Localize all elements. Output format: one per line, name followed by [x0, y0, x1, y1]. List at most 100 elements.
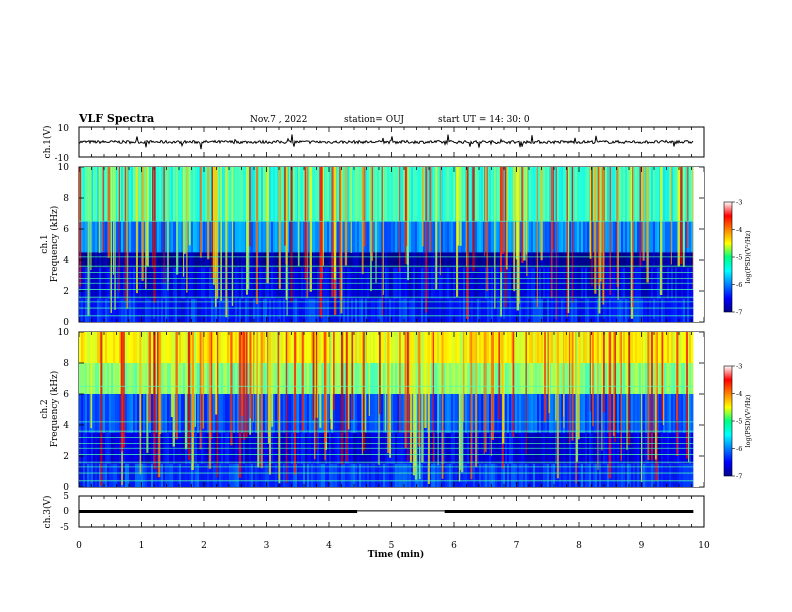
spectrogram-cell	[359, 394, 361, 433]
spectrogram-cell	[625, 463, 627, 487]
spectrogram-cell	[261, 463, 263, 487]
spectrogram-cell	[235, 332, 237, 363]
spectrogram-cell	[205, 463, 207, 487]
ch2-colorbar-label: log(PSD)(V²/Hz)	[744, 394, 752, 447]
spectrogram-cell	[581, 252, 583, 268]
spectrogram-cell	[465, 252, 467, 268]
spectrogram-cell	[275, 252, 277, 268]
spectrogram-cell	[559, 463, 561, 487]
spectrogram-cell	[545, 394, 547, 433]
spectrogram-cell	[531, 252, 533, 268]
spectrogram-cell	[507, 363, 509, 394]
spectrogram-cell	[201, 463, 203, 487]
spectrogram-cell	[177, 394, 179, 433]
spectrogram-event	[437, 332, 439, 465]
spectrogram-event	[680, 167, 683, 265]
spectrogram-cell	[657, 394, 659, 433]
spectrogram-cell	[369, 394, 371, 433]
spectrogram-cell	[575, 167, 577, 222]
spectrogram-cell	[493, 332, 495, 363]
spectrogram-event	[592, 332, 594, 427]
spectrogram-cell	[585, 463, 587, 487]
spectrogram-cell	[439, 363, 441, 394]
spectrogram-cell	[565, 463, 567, 487]
spectrogram-cell	[685, 298, 687, 322]
spectrogram-cell	[559, 394, 561, 433]
spectrogram-cell	[423, 332, 425, 363]
spectrogram-cell	[497, 394, 499, 433]
spectrogram-cell	[603, 463, 605, 487]
spectrogram-cell	[495, 221, 497, 253]
spectrogram-cell	[479, 252, 481, 268]
spectrogram-cell	[391, 463, 393, 487]
frequency-tick-label: 8	[63, 194, 69, 204]
spectrogram-event	[285, 332, 288, 483]
spectrogram-cell	[235, 298, 237, 322]
spectrogram-cell	[323, 463, 325, 487]
spectrogram-event	[202, 332, 205, 429]
spectrogram-cell	[241, 221, 243, 253]
spectrogram-cell	[223, 167, 225, 222]
spectrogram-cell	[425, 463, 427, 487]
spectrogram-cell	[539, 221, 541, 253]
spectrogram-cell	[529, 252, 531, 268]
spectrogram-cell	[185, 167, 187, 222]
spectrogram-cell	[463, 463, 465, 487]
spectrogram-cell	[349, 167, 351, 222]
spectrogram-cell	[417, 252, 419, 268]
spectrogram-cell	[353, 363, 355, 394]
spectrogram-cell	[511, 298, 513, 322]
spectrogram-cell	[125, 463, 127, 487]
spectrogram-cell	[523, 363, 525, 394]
spectrogram-cell	[457, 332, 459, 363]
spectrogram-cell	[209, 298, 211, 322]
spectrogram-event	[175, 332, 178, 440]
spectrogram-event	[271, 332, 273, 423]
spectrogram-cell	[91, 221, 93, 253]
spectrogram-cell	[339, 463, 341, 487]
spectrogram-cell	[667, 167, 669, 222]
spectrogram-cell	[531, 332, 533, 363]
spectrogram-cell	[681, 332, 683, 363]
spectrogram-cell	[153, 463, 155, 487]
spectrogram-cell	[441, 167, 443, 222]
spectrogram-cell	[443, 394, 445, 433]
spectrogram-cell	[559, 298, 561, 322]
spectrogram-cell	[473, 394, 475, 433]
spectrogram-cell	[477, 463, 479, 487]
spectrogram-cell	[407, 298, 409, 322]
spectrogram-cell	[185, 252, 187, 268]
spectrogram-cell	[275, 298, 277, 322]
spectrogram-cell	[381, 332, 383, 363]
spectrogram-cell	[305, 332, 307, 363]
spectrogram-event	[238, 332, 242, 478]
spectrogram-cell	[301, 298, 303, 322]
spectrogram-cell	[519, 252, 521, 268]
spectrogram-cell	[653, 298, 655, 322]
spectrogram-cell	[325, 252, 327, 268]
spectrogram-cell	[673, 298, 675, 322]
spectrogram-cell	[181, 167, 183, 222]
spectrogram-cell	[679, 463, 681, 487]
spectrogram-cell	[583, 394, 585, 433]
spectrogram-event	[518, 167, 520, 304]
spectrogram-cell	[237, 252, 239, 268]
spectrogram-cell	[429, 363, 431, 394]
spectrogram-cell	[597, 298, 599, 322]
spectrogram-cell	[561, 167, 563, 222]
spectrogram-cell	[297, 332, 299, 363]
spectrogram-cell	[379, 167, 381, 222]
spectrogram-event	[566, 167, 568, 318]
spectrogram-cell	[275, 394, 277, 433]
spectrogram-cell	[645, 394, 647, 433]
spectrogram-cell	[647, 298, 649, 322]
spectrogram-cell	[551, 394, 553, 433]
spectrogram-cell	[497, 167, 499, 222]
spectrogram-cell	[165, 463, 167, 487]
spectrogram-cell	[409, 298, 411, 322]
spectrogram-cell	[565, 167, 567, 222]
spectrogram-cell	[677, 298, 679, 322]
spectrogram-cell	[221, 394, 223, 433]
spectrogram-event	[547, 332, 549, 420]
spectrogram-cell	[569, 252, 571, 268]
